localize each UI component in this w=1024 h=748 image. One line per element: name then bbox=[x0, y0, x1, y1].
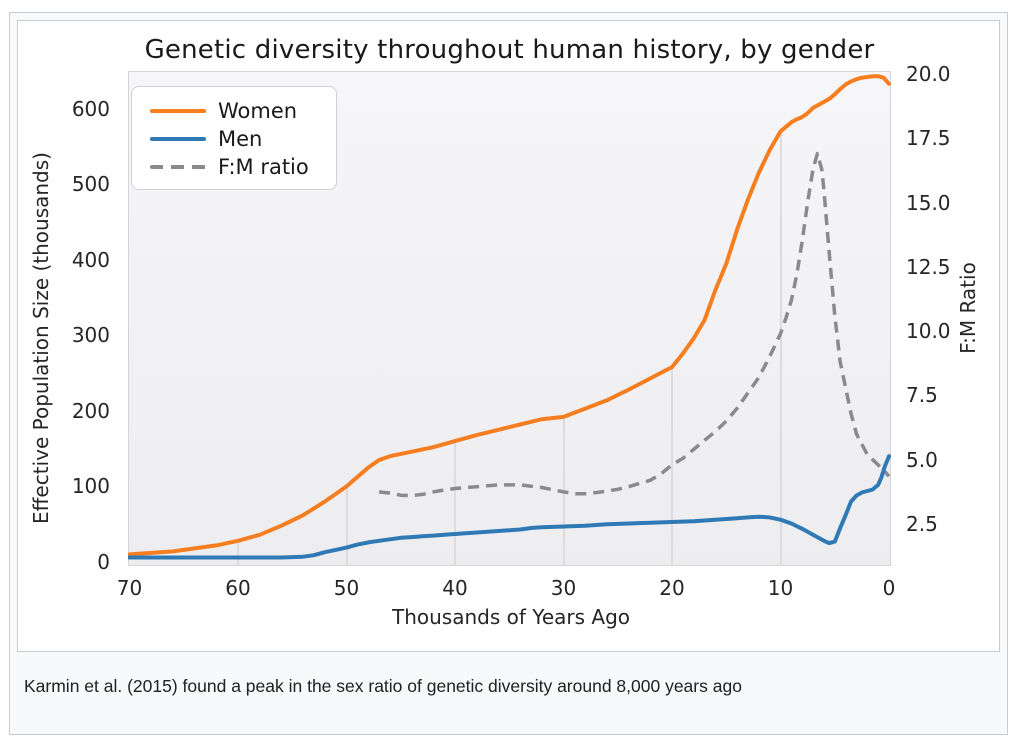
line-swatch bbox=[150, 137, 206, 141]
x-tick-label: 0 bbox=[882, 576, 896, 600]
chart-title: Genetic diversity throughout human histo… bbox=[144, 35, 875, 65]
gridline bbox=[779, 131, 782, 566]
y-tick-label-right: 20.0 bbox=[906, 61, 951, 86]
y-tick-label-left: 200 bbox=[71, 398, 110, 423]
y-tick-label-right: 7.5 bbox=[906, 383, 938, 408]
gridline bbox=[345, 486, 348, 566]
y-tick-label-right: 2.5 bbox=[906, 512, 938, 536]
dashed-line-swatch bbox=[150, 165, 206, 169]
y-tick-label-left: 0 bbox=[97, 550, 110, 574]
x-tick-label: 60 bbox=[225, 576, 251, 600]
y-tick-label-right: 15.0 bbox=[906, 190, 951, 215]
legend-item: F:M ratio bbox=[132, 153, 336, 181]
y-tick-label-right: 17.5 bbox=[906, 126, 951, 151]
y-tick-label-left: 300 bbox=[71, 323, 110, 348]
y-tick-label-right: 10.0 bbox=[906, 319, 951, 344]
legend-label: F:M ratio bbox=[218, 155, 309, 179]
y-tick-label-left: 500 bbox=[71, 172, 110, 197]
legend-item: Men bbox=[132, 125, 336, 153]
y-tick-label-right: 12.5 bbox=[906, 254, 951, 279]
legend-label: Women bbox=[218, 99, 298, 123]
x-tick-label: 40 bbox=[442, 576, 468, 600]
legend: Women Men F:M ratio bbox=[131, 86, 337, 190]
gridline bbox=[454, 441, 456, 566]
x-tick-label: 20 bbox=[659, 576, 685, 600]
x-axis-label: Thousands of Years Ago bbox=[392, 605, 630, 629]
legend-items: Women Men F:M ratio bbox=[132, 97, 336, 181]
gridline bbox=[237, 540, 239, 566]
legend-item: Women bbox=[132, 97, 336, 125]
line-swatch bbox=[150, 109, 206, 113]
figure-caption: Karmin et al. (2015) found a peak in the… bbox=[24, 676, 742, 696]
x-tick-label: 70 bbox=[116, 576, 143, 600]
chart-figure: Genetic diversity throughout human histo… bbox=[17, 20, 1000, 652]
figure-thumbnail: Genetic diversity throughout human histo… bbox=[9, 12, 1008, 735]
gridline bbox=[671, 367, 673, 566]
y-tick-label-right: 5.0 bbox=[906, 447, 938, 472]
x-tick-label: 50 bbox=[333, 576, 360, 600]
y-tick-label-left: 600 bbox=[71, 96, 110, 121]
y-tick-label-left: 400 bbox=[71, 247, 110, 272]
gridline bbox=[562, 416, 565, 566]
x-tick-label: 30 bbox=[550, 576, 577, 600]
legend-label: Men bbox=[218, 127, 263, 151]
x-tick-label: 10 bbox=[767, 576, 794, 600]
y-tick-label-left: 100 bbox=[71, 474, 110, 499]
